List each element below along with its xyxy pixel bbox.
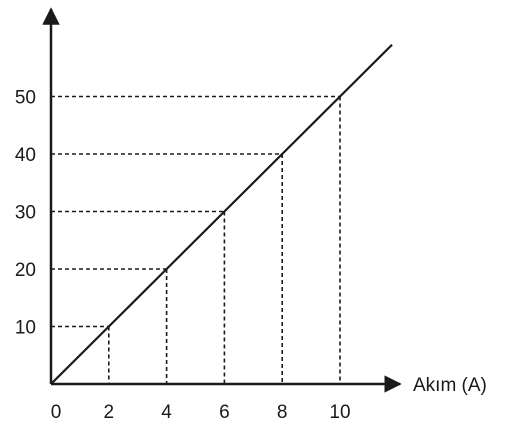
y-tick-labels: 10 20 30 40 50: [15, 88, 36, 339]
x-tick-label: 4: [161, 402, 172, 423]
guide-lines: [51, 95, 341, 384]
x-tick-label: 10: [329, 402, 350, 423]
x-tick-label: 6: [219, 402, 230, 423]
x-axis-label: Akım (A): [413, 375, 487, 396]
x-tick-label: 0: [51, 402, 62, 423]
x-tick-label: 2: [104, 402, 115, 423]
x-tick-labels: 0 2 4 6 8 10: [51, 402, 351, 423]
series-line: [50, 43, 393, 385]
y-tick-label: 20: [15, 260, 36, 281]
y-tick-label: 30: [15, 203, 36, 224]
series-layer: [50, 43, 393, 385]
y-tick-label: 50: [15, 88, 36, 109]
x-tick-label: 8: [277, 402, 288, 423]
y-tick-label: 40: [15, 145, 36, 166]
y-tick-label: 10: [15, 318, 36, 339]
